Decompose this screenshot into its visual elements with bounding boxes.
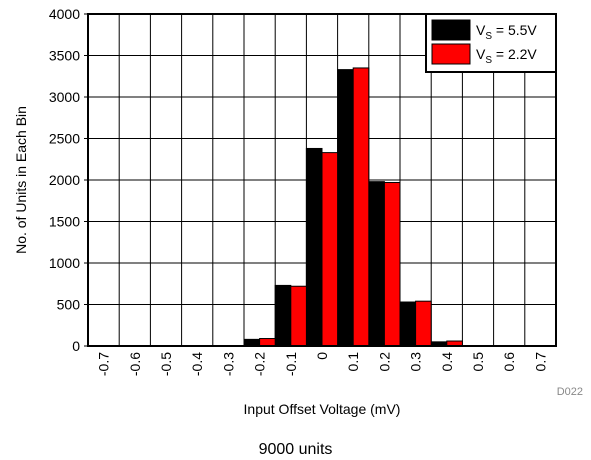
x-tick-label: -0.1 [283, 352, 299, 376]
bar-series1 [368, 181, 385, 347]
y-axis-label: No. of Units in Each Bin [13, 106, 29, 254]
y-tick-label: 2500 [49, 131, 80, 147]
legend-swatch [431, 19, 471, 41]
bar-series1 [337, 69, 354, 347]
legend-swatch [431, 43, 471, 65]
bar-series2 [352, 67, 370, 347]
y-tick-label: 3000 [49, 89, 80, 105]
y-tick-label: 500 [57, 297, 81, 313]
x-tick-label: -0.5 [158, 352, 174, 376]
x-tick-label: -0.2 [252, 352, 268, 376]
y-tick-label: 1000 [49, 255, 80, 271]
plot-frame [87, 13, 557, 347]
footnote-text: 9000 units [258, 441, 333, 458]
bar-series2 [321, 152, 339, 347]
figure-code: D022 [556, 386, 583, 398]
y-tick-label: 1500 [49, 214, 80, 230]
bar-series2 [290, 285, 307, 347]
x-tick-label: 0.7 [532, 352, 548, 372]
x-tick-label: -0.4 [189, 352, 205, 376]
bar-series2 [259, 338, 276, 347]
legend-label: VS = 2.2V [476, 46, 537, 66]
y-tick-label: 4000 [49, 6, 80, 22]
bar-series1 [399, 301, 417, 347]
x-axis-label: Input Offset Voltage (mV) [244, 401, 401, 417]
x-tick-label: 0.4 [439, 352, 455, 372]
y-tick-label: 2000 [49, 172, 80, 188]
x-tick-label: 0.6 [501, 352, 517, 372]
x-tick-label: 0 [314, 352, 330, 360]
y-tick-label: 3500 [49, 48, 80, 64]
x-tick-label: 0.1 [345, 352, 361, 372]
x-tick-label: -0.6 [127, 352, 143, 376]
x-tick-label: -0.3 [220, 352, 236, 376]
legend-label: VS = 5.5V [476, 22, 537, 42]
y-tick-label: 0 [72, 338, 80, 354]
bar-series1 [274, 284, 292, 347]
x-tick-label: 0.3 [408, 352, 424, 372]
bar-series2 [383, 181, 401, 347]
x-tick-label: -0.7 [96, 352, 112, 376]
x-tick-label: 0.2 [376, 352, 392, 372]
bar-series2 [415, 300, 432, 347]
x-tick-label: 0.5 [470, 352, 486, 372]
bar-series1 [305, 147, 323, 347]
